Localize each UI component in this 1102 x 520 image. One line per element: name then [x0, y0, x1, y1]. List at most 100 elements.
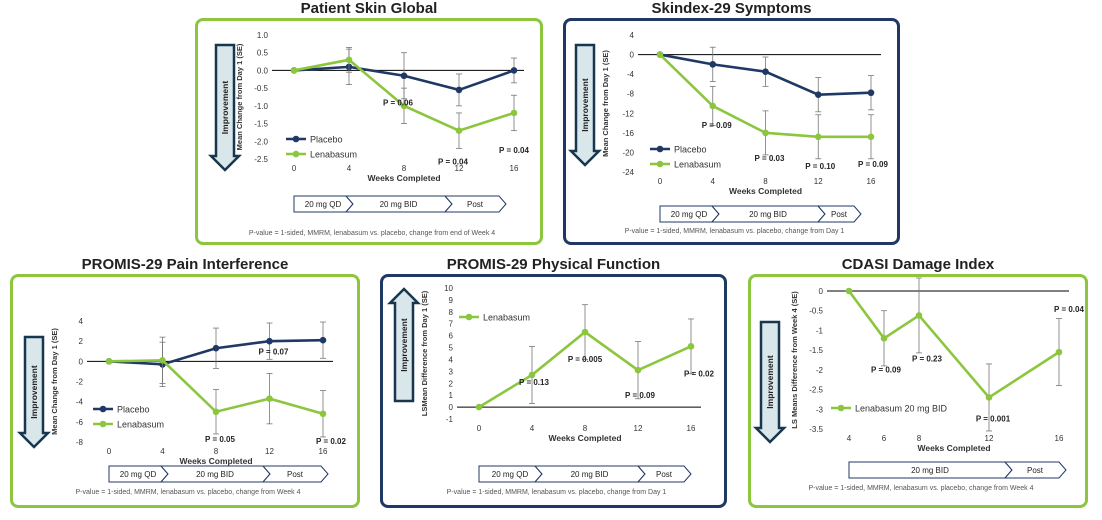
y-tick-label: 4 — [79, 317, 84, 326]
data-point-lenabasum — [814, 133, 822, 141]
data-point-placebo — [319, 336, 327, 344]
y-tick-label: 0 — [819, 287, 824, 296]
phase-label: 20 mg BID — [196, 470, 234, 479]
p-value-label: P = 0.10 — [805, 162, 835, 171]
y-tick-label: -6 — [76, 418, 84, 427]
y-tick-label: -4 — [76, 398, 84, 407]
y-tick-label: -1.0 — [254, 102, 268, 111]
y-tick-label: -2 — [816, 366, 824, 375]
improvement-arrow-icon — [16, 335, 52, 449]
phase-segment — [261, 465, 329, 483]
improvement-arrow-icon — [207, 43, 243, 172]
phase-label: 20 mg QD — [305, 200, 342, 209]
p-value-label: P = 0.09 — [625, 391, 655, 400]
phase-label: Post — [1027, 466, 1044, 475]
improvement-label: Improvement — [220, 81, 230, 135]
x-tick-label: 0 — [477, 424, 482, 433]
x-tick-label: 12 — [634, 424, 643, 433]
x-tick-label: 16 — [867, 177, 876, 186]
y-tick-label: -20 — [622, 148, 634, 157]
p-value-label: P = 0.07 — [259, 348, 289, 357]
data-point-placebo — [709, 61, 717, 68]
y-tick-label: 8 — [449, 308, 454, 317]
phase-segment — [443, 195, 507, 213]
phase-label: Post — [656, 470, 673, 479]
data-point-lenabasum — [762, 129, 769, 137]
y-tick-label: -2.0 — [254, 137, 268, 146]
legend-label-placebo: Placebo — [674, 145, 707, 155]
y-tick-label: -24 — [622, 168, 634, 177]
y-tick-label: -12 — [622, 109, 634, 118]
y-tick-label: 0 — [449, 403, 454, 412]
panel-title-patient-skin-global: Patient Skin Global — [300, 0, 438, 17]
phase-segment — [1003, 461, 1067, 479]
x-axis-label: Weeks Completed — [917, 443, 990, 453]
y-tick-label: -0.5 — [809, 307, 823, 316]
data-point-placebo — [867, 89, 875, 97]
x-tick-label: 4 — [711, 177, 716, 186]
data-point-placebo — [400, 72, 408, 80]
panel-promis-29-pain-interference: 4 2 0 -2 -4 -6 -8 0 4 8 12 16 Weeks Completed Mean Ch… — [10, 274, 360, 508]
improvement-label: Improvement — [765, 355, 775, 409]
y-tick-label: 4 — [449, 355, 454, 364]
y-tick-label: 0 — [79, 357, 84, 366]
y-tick-label: -2.5 — [254, 155, 268, 164]
p-value-label: P = 0.06 — [383, 99, 413, 108]
legend-label-lenabasum: Lenabasum — [310, 150, 357, 160]
y-tick-label: 0 — [630, 51, 635, 60]
phase-label: 20 mg QD — [492, 470, 529, 479]
x-tick-label: 16 — [1055, 434, 1064, 443]
x-axis-label: Weeks Completed — [729, 186, 802, 196]
data-point-lenabasum — [656, 51, 664, 58]
y-axis-label: Mean Change from Day 1 (SE) — [601, 50, 610, 157]
y-tick-label: -3 — [816, 405, 824, 414]
legend-label-lenabasum: Lenabasum — [117, 420, 164, 430]
data-point-lenabasum — [212, 408, 220, 416]
series-line-lenabasum-20-mg-bid — [847, 290, 1060, 400]
y-tick-label: 0.5 — [257, 49, 269, 58]
legend-marker-placebo — [99, 405, 107, 413]
data-point-placebo — [212, 344, 220, 352]
panel-patient-skin-global: 1.0 0.5 0.0 -0.5 -1.0 -1.5 -2.0 -2.5 0 4 8 12 16 Week… — [195, 18, 543, 245]
panel-promis-29-physical-function: 10 9 8 7 6 5 4 3 2 1 0 -1 0 4 8 12 16 Weeks Completed LSMe… — [380, 274, 727, 508]
legend-label-placebo: Placebo — [310, 135, 343, 145]
p-value-label: P = 0.04 — [499, 146, 529, 155]
chart-skindex-29-symptoms: 4 0 -4 -8 -12 -16 -20 -24 0 4 8 12 16 Weeks Completed… — [567, 31, 888, 235]
panel-title-skindex-29-symptoms: Skindex-29 Symptoms — [651, 0, 812, 17]
y-tick-label: 1 — [449, 391, 454, 400]
data-point-lenabasum — [455, 127, 463, 134]
p-value-label: P = 0.04 — [1054, 305, 1084, 314]
y-tick-label: -0.5 — [254, 84, 268, 93]
p-value-label: P = 0.23 — [912, 354, 942, 363]
x-tick-label: 4 — [347, 164, 352, 173]
legend-label-lenabasum: Lenabasum — [674, 160, 721, 170]
improvement-arrow-icon — [752, 320, 788, 444]
x-tick-label: 4 — [530, 424, 535, 433]
improvement-label: Improvement — [399, 318, 409, 372]
legend-marker-placebo — [656, 145, 664, 153]
legend-marker-lenabasum — [292, 150, 300, 158]
x-tick-label: 12 — [985, 434, 994, 443]
data-point-lenabasum — [510, 109, 518, 117]
y-tick-label: -8 — [76, 438, 84, 447]
y-axis-label: LSMean Difference from Day 1 (SE) — [420, 290, 429, 416]
panel-cdasi-damage-index: 0 -0.5 -1 -1.5 -2 -2.5 -3 -3.5 4 6 8 12 16 Weeks Comp… — [748, 274, 1088, 508]
y-tick-label: 2 — [79, 337, 84, 346]
y-tick-label: -1 — [816, 326, 824, 335]
y-tick-label: -8 — [627, 90, 635, 99]
phase-label: 20 mg BID — [571, 470, 609, 479]
phase-segment — [636, 465, 692, 483]
data-point-lenabasum — [345, 56, 353, 64]
y-tick-label: 6 — [449, 332, 454, 341]
data-point-placebo — [762, 68, 769, 75]
chart-promis-29-pain-interference: 4 2 0 -2 -4 -6 -8 0 4 8 12 16 Weeks Completed Mean Ch… — [16, 317, 346, 496]
x-tick-label: 4 — [847, 434, 852, 443]
data-point-lenabasum — [528, 371, 536, 379]
data-point-lenabasum-20-mg-bid — [915, 312, 923, 319]
data-point-lenabasum-20-mg-bid — [985, 394, 993, 401]
y-tick-label: 2 — [449, 379, 454, 388]
x-tick-label: 0 — [658, 177, 663, 186]
y-tick-label: -4 — [627, 70, 635, 79]
legend-marker-lenabasum — [465, 313, 473, 321]
